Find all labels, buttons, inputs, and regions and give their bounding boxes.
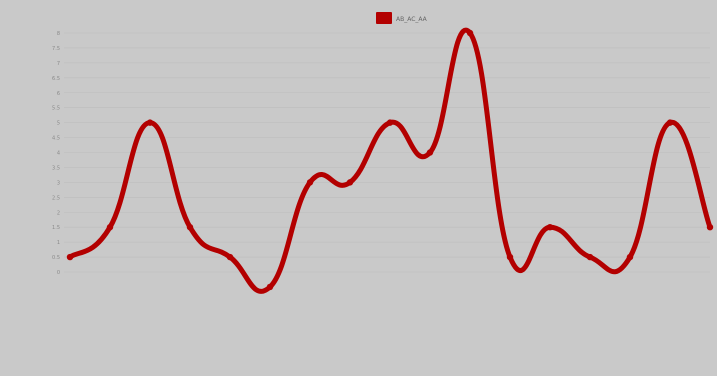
y-tick-label: 4 <box>57 151 60 157</box>
data-point[interactable] <box>186 223 194 231</box>
y-tick-label: 1 <box>57 240 60 246</box>
y-tick-label: 6 <box>57 91 60 97</box>
y-tick-label: 5 <box>57 121 60 127</box>
legend-swatch <box>376 12 392 24</box>
data-point[interactable] <box>66 253 74 261</box>
y-tick-label: 2 <box>57 210 60 216</box>
grid-layer <box>64 32 710 273</box>
data-point[interactable] <box>426 149 434 156</box>
y-axis-ticks: 0 0.5 1 1.5 2 2.5 3 3.5 4 4.5 5 5.5 6 6.5 7 7.5 8 <box>52 31 60 276</box>
data-point[interactable] <box>706 223 714 231</box>
y-tick-label: 5.5 <box>52 106 60 112</box>
series-layer <box>66 27 714 294</box>
data-point[interactable] <box>346 179 354 186</box>
y-tick-label: 3 <box>57 180 60 186</box>
y-tick-label: 1.5 <box>52 225 60 231</box>
y-tick-label: 0.5 <box>52 255 60 261</box>
data-point[interactable] <box>226 253 234 261</box>
legend[interactable]: AB_AC_AA <box>376 12 428 24</box>
data-point[interactable] <box>666 119 674 126</box>
y-tick-label: 7.5 <box>52 46 60 52</box>
legend-label: AB_AC_AA <box>396 16 428 23</box>
data-point[interactable] <box>106 223 114 231</box>
data-point[interactable] <box>586 253 594 261</box>
data-point[interactable] <box>266 283 274 291</box>
y-tick-label: 3.5 <box>52 165 60 171</box>
data-point[interactable] <box>466 29 474 37</box>
data-point[interactable] <box>506 253 514 261</box>
series-line <box>67 27 713 294</box>
data-point[interactable] <box>386 119 394 126</box>
data-point[interactable] <box>546 223 554 231</box>
y-tick-label: 8 <box>57 31 60 37</box>
y-tick-label: 6.5 <box>52 76 60 82</box>
y-tick-label: 4.5 <box>52 136 60 142</box>
data-point[interactable] <box>306 179 314 186</box>
data-point[interactable] <box>626 253 634 261</box>
y-tick-label: 0 <box>57 270 60 276</box>
y-tick-label: 7 <box>57 61 60 67</box>
data-point[interactable] <box>146 119 154 126</box>
y-tick-label: 2.5 <box>52 195 60 201</box>
